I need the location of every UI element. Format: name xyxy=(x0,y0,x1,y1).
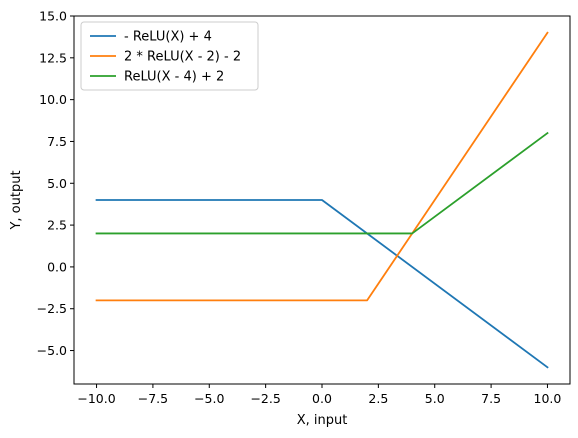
y-tick-label: 15.0 xyxy=(39,9,67,24)
legend-frame xyxy=(80,21,259,91)
x-tick-label: 0.0 xyxy=(312,391,332,406)
x-tick-label: 7.5 xyxy=(481,391,501,406)
y-tick-label: −5.0 xyxy=(37,343,67,358)
series-layer xyxy=(95,31,549,369)
y-tick-label: 12.5 xyxy=(39,50,67,65)
x-axis-label: X, input xyxy=(297,413,348,428)
x-tick-label: 10.0 xyxy=(534,391,562,406)
x-tick-label: −5.0 xyxy=(194,391,224,406)
x-tick-label: 2.5 xyxy=(368,391,388,406)
legend-label: ReLU(X - 4) + 2 xyxy=(124,70,224,85)
y-tick-label: −2.5 xyxy=(37,301,67,316)
legend-label: - ReLU(X) + 4 xyxy=(124,30,212,45)
legend-label: 2 * ReLU(X - 2) - 2 xyxy=(124,50,241,65)
x-tick-label: 5.0 xyxy=(425,391,445,406)
x-axis: −10.0 −7.5 −5.0 −2.5 0.0 2.5 5.0 7.5 10.0 xyxy=(77,384,561,406)
legend: - ReLU(X) + 4 2 * ReLU(X - 2) - 2 ReLU(X -… xyxy=(80,21,259,91)
y-axis-label: Y, output xyxy=(9,170,24,230)
y-tick-label: 5.0 xyxy=(47,176,67,191)
series-line-3 xyxy=(95,131,549,235)
series-line-2 xyxy=(95,31,549,302)
series-line-1 xyxy=(95,199,549,369)
y-tick-label: 10.0 xyxy=(39,92,67,107)
y-axis: 15.0 12.5 10.0 7.5 5.0 2.5 0.0 −2.5 −5.0 xyxy=(37,9,74,358)
y-tick-label: 0.0 xyxy=(47,259,67,274)
x-tick-label: −7.5 xyxy=(138,391,168,406)
y-tick-label: 2.5 xyxy=(47,218,67,233)
x-tick-label: −2.5 xyxy=(250,391,280,406)
y-tick-label: 7.5 xyxy=(47,134,67,149)
x-tick-label: −10.0 xyxy=(77,391,115,406)
